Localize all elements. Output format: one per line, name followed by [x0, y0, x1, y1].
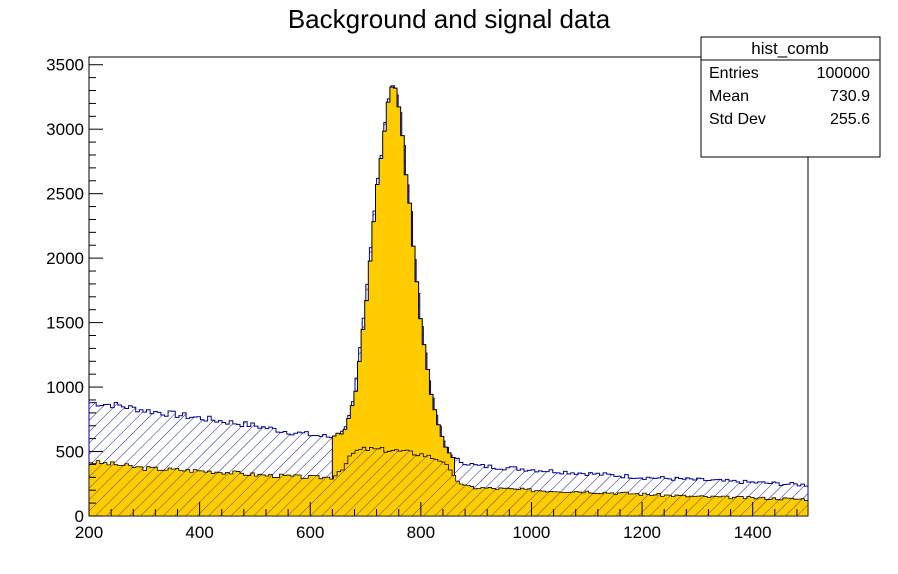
stats-box-frame	[700, 36, 881, 158]
series-background-histogram	[88, 446, 809, 517]
x-tick-label: 600	[296, 523, 324, 542]
stats-label-mean: Mean	[709, 88, 749, 105]
stats-box-title: hist_comb	[751, 39, 828, 58]
y-tick-label: 500	[56, 443, 84, 462]
x-tick-label: 1200	[623, 523, 661, 542]
y-tick-label: 2000	[46, 249, 84, 268]
x-tick-label: 1000	[513, 523, 551, 542]
chart-title: Background and signal data	[288, 4, 611, 34]
y-tick-label: 3000	[46, 120, 84, 139]
x-tick-label: 200	[75, 523, 103, 542]
y-tick-label: 1500	[46, 314, 84, 333]
y-tick-label: 1000	[46, 378, 84, 397]
axes-layer: 200 400 600 800 1000 1200 1400 0 500 1000 1500 2000…	[46, 56, 798, 542]
x-tick-label: 1400	[734, 523, 772, 542]
x-tick-label: 800	[407, 523, 435, 542]
series-combined-histogram	[88, 85, 809, 517]
stats-label-stddev: Std Dev	[709, 111, 766, 128]
stats-value-mean: 730.9	[830, 88, 870, 105]
y-tick-label: 2500	[46, 185, 84, 204]
stats-label-entries: Entries	[709, 65, 759, 82]
series-layer	[88, 85, 809, 517]
series-signal-peak	[331, 86, 456, 517]
stats-value-entries: 100000	[817, 65, 870, 82]
y-tick-label: 3500	[46, 56, 84, 75]
stats-value-stddev: 255.6	[830, 111, 870, 128]
x-tick-label: 400	[185, 523, 213, 542]
y-tick-label: 0	[75, 507, 84, 526]
stats-box: hist_comb Entries 100000 Mean 730.9 Std …	[700, 36, 881, 158]
